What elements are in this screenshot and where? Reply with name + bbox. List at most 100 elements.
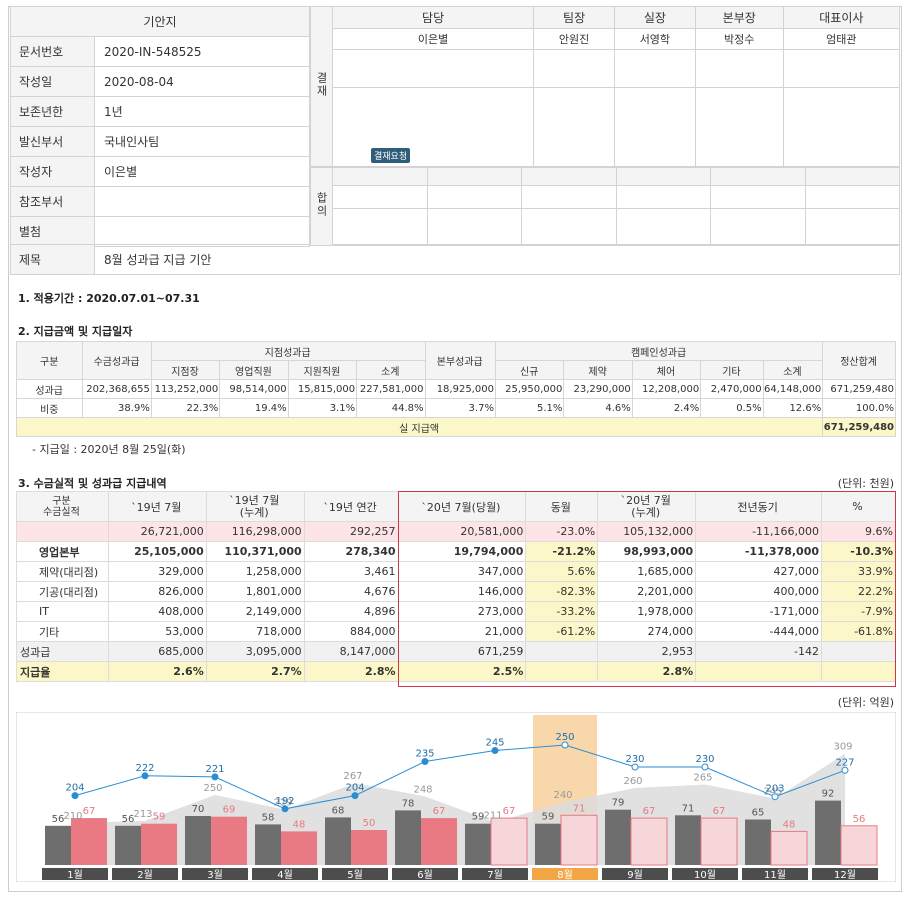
- pay-cell: 22.3%: [150, 398, 221, 418]
- month-label: 10월: [694, 869, 716, 881]
- highlight-box: [398, 491, 896, 687]
- pay-subheader: 지원직원: [287, 360, 358, 380]
- perf-cell: 1,258,000: [205, 561, 305, 582]
- month-label: 6월: [417, 869, 433, 881]
- role-label: 담당: [331, 5, 535, 30]
- bar-label: 50: [363, 818, 376, 829]
- bar-series2: [71, 818, 107, 865]
- area-label: 248: [413, 784, 432, 795]
- month-bar: [252, 868, 318, 880]
- doc-author: 이은별: [94, 156, 310, 187]
- subject-value: 8월 성과급 지급 기안: [94, 244, 900, 275]
- unit-thousand: (단위: 천원): [837, 477, 894, 490]
- line-point: [701, 763, 709, 771]
- month-label: 4월: [277, 869, 293, 881]
- pay-subheader: 지점장: [150, 360, 221, 380]
- bar-series1: [255, 824, 281, 865]
- bar-label: 71: [573, 803, 586, 814]
- perf-cell: -33.2%: [525, 601, 599, 622]
- pay-cell: 227,581,000: [356, 379, 426, 399]
- sign-slot: [613, 48, 696, 88]
- perf-cell: -61.8%: [821, 621, 896, 642]
- perf-cell: 기공(대리점): [16, 581, 109, 602]
- role-label: 본부장: [694, 5, 784, 30]
- line-label: 221: [205, 764, 224, 775]
- perf-cell: 718,000: [205, 621, 305, 642]
- approval-request-button[interactable]: 결재요청: [371, 148, 411, 163]
- perf-header: `20년 7월 (누계): [597, 491, 697, 522]
- pay-cell: 38.9%: [82, 398, 152, 418]
- bar-label: 67: [643, 806, 656, 817]
- perf-row: IT 408,000 2,149,000 4,896 273,000 -33.2% 1,97…: [16, 601, 896, 622]
- pay-row-amount: 성과급 202,368,655 113,252,000 98,514,000 15,81…: [15, 379, 896, 399]
- pay-cell: 0.5%: [700, 398, 764, 418]
- agree-slot: [710, 208, 806, 246]
- perf-cell: 기타: [16, 621, 109, 642]
- area-label: 260: [623, 776, 642, 787]
- line-point: [561, 741, 569, 749]
- pay-cell: 3.1%: [287, 398, 358, 418]
- month-bar: [42, 868, 108, 880]
- sign-slot: 결재요청: [331, 86, 535, 168]
- bar-series1: [605, 809, 631, 865]
- performance-table: 구분 수금실적 `19년 7월 `19년 7월 (누계) `19년 연간 `20년 7월…: [16, 491, 896, 682]
- sign-slot: [533, 86, 615, 168]
- perf-cell: 408,000: [107, 601, 207, 622]
- payment-table: 구분 수금성과급 지점성과급 본부성과급 캠페인성과급 정산합계 지점장 영업직원 지원직원 소…: [15, 341, 896, 437]
- pay-cell: 5.1%: [494, 398, 565, 418]
- line-label: 203: [765, 784, 784, 795]
- role-label: 팀장: [533, 5, 615, 30]
- month-bar: [392, 868, 458, 880]
- bar-series1: [535, 823, 561, 865]
- pay-cell: 4.6%: [563, 398, 633, 418]
- bar-series2: [351, 830, 387, 865]
- month-label: 7월: [487, 869, 503, 881]
- doc-retention: 1년: [94, 96, 310, 127]
- pay-cell: 64,148,000: [762, 379, 824, 399]
- line-label: 235: [415, 749, 434, 760]
- agree-slot: [710, 166, 806, 187]
- month-label: 12월: [834, 869, 856, 881]
- doc-key: 작성자: [10, 156, 95, 187]
- pay-subheader: 소계: [762, 360, 824, 380]
- doc-title: 기안지: [10, 6, 310, 37]
- area-label: 210: [63, 811, 82, 822]
- doc-attachment[interactable]: [94, 216, 310, 247]
- agree-slot: [426, 166, 522, 187]
- line-label: 204: [345, 783, 364, 794]
- bar-series2: [490, 817, 528, 866]
- area-label: 213: [133, 809, 152, 820]
- month-bar: [462, 868, 528, 880]
- pay-cell: 18,925,000: [424, 379, 496, 399]
- bar-label: 67: [503, 806, 516, 817]
- agree-slot: [615, 185, 711, 210]
- approver-name: 엄태관: [782, 28, 901, 50]
- perf-cell: 4,676: [303, 581, 399, 602]
- bar-label: 69: [223, 805, 236, 816]
- perf-cell: -82.3%: [525, 581, 599, 602]
- line-point: [841, 766, 849, 774]
- pay-cell: 202,368,655: [82, 379, 152, 399]
- line-label: 245: [485, 738, 504, 749]
- sign-slot: [694, 86, 784, 168]
- month-label: 2월: [137, 869, 153, 881]
- perf-cell: 2,149,000: [205, 601, 305, 622]
- pay-header: 지점성과급: [150, 341, 426, 361]
- pay-cell: 15,815,000: [287, 379, 358, 399]
- perf-cell: -7.9%: [821, 601, 896, 622]
- perf-cell: 427,000: [695, 561, 823, 582]
- perf-cell: 53,000: [107, 621, 207, 642]
- doc-ref-dept[interactable]: [94, 186, 310, 217]
- approver-name: 이은별: [331, 28, 535, 50]
- area-label: 240: [553, 790, 572, 801]
- pay-cell: 12.6%: [762, 398, 824, 418]
- monthly-chart: 56 56 70 58 68 78 59 59 79 71 65 92 67 59 69 48 50 67 67 71…: [16, 712, 896, 882]
- pay-header: 캠페인성과급: [494, 341, 824, 361]
- agree-side-label: 합의: [310, 167, 333, 246]
- agree-slot: [804, 166, 900, 187]
- bar-label: 59: [472, 812, 485, 823]
- bar-series2: [700, 817, 738, 866]
- bar-label: 59: [542, 812, 555, 823]
- sign-slot: [331, 48, 535, 88]
- section-period: 1. 적용기간 : 2020.07.01~07.31: [18, 292, 200, 305]
